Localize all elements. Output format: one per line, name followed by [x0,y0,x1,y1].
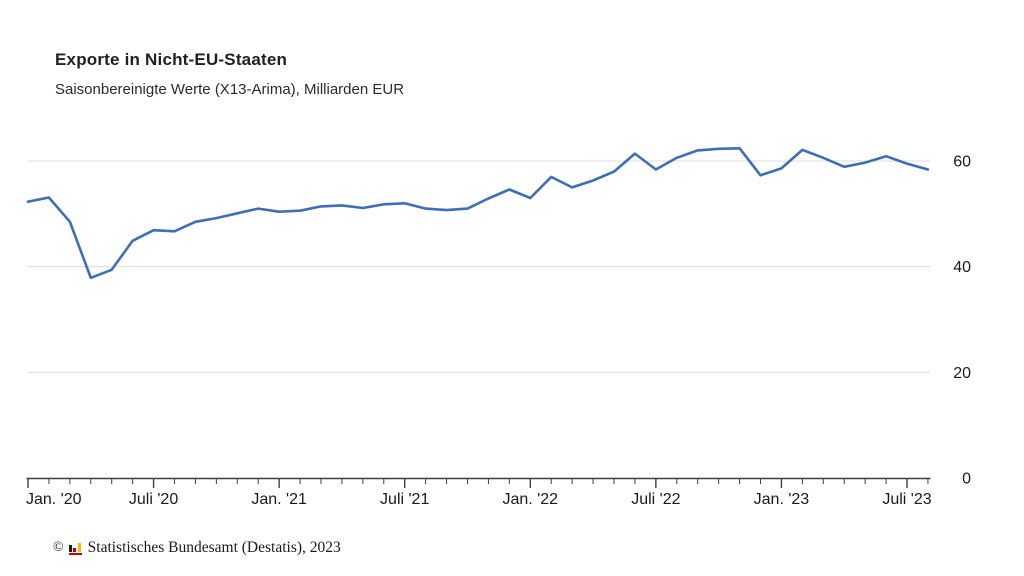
y-tick-label: 20 [953,365,971,382]
y-tick-label: 40 [953,259,971,276]
x-tick-label: Juli '20 [129,491,178,508]
data-line [26,147,930,280]
logo-bar-gold [77,542,82,552]
chart-title: Exporte in Nicht-EU-Staaten [55,50,288,69]
x-tick-label: Jan. '23 [754,491,810,508]
source-line: © Statistisches Bundesamt (Destatis), 20… [53,539,341,557]
logo-baseline [68,552,83,555]
x-tick-label: Juli '23 [882,491,931,508]
logo-bar-red [73,547,77,552]
chart-subtitle: Saisonbereinigte Werte (X13-Arima), Mill… [55,81,405,98]
x-tick-label: Juli '21 [380,491,429,508]
source-text: Statistisches Bundesamt (Destatis), 2023 [87,539,341,556]
x-tick-label: Jan. '21 [251,491,307,508]
y-tick-label: 0 [962,471,971,488]
copyright-symbol: © [53,540,64,555]
x-tick-label: Jan. '20 [26,491,82,508]
destatis-logo-icon [68,542,83,555]
x-tick-label: Jan. '22 [503,491,559,508]
x-tick-label: Juli '22 [631,491,680,508]
logo-bar-black [68,544,72,552]
y-tick-label: 60 [953,154,971,171]
